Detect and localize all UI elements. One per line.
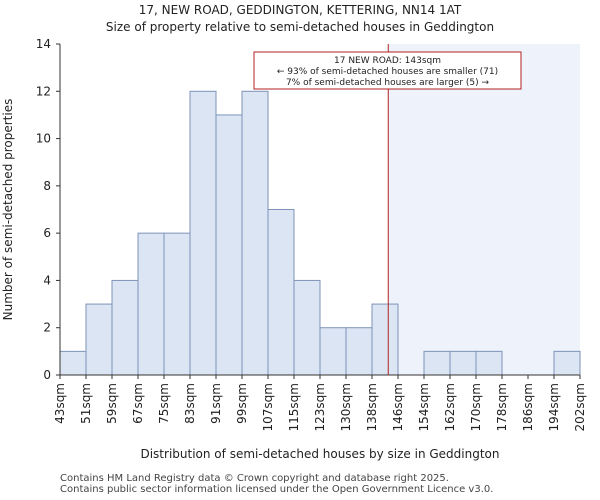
x-tick-label: 83sqm: [183, 383, 197, 424]
x-tick-label: 99sqm: [235, 383, 249, 424]
annotation-line3: 7% of semi-detached houses are larger (5…: [286, 78, 490, 88]
x-tick-label: 107sqm: [261, 383, 275, 431]
histogram-bar: [371, 303, 399, 376]
y-axis-label: Number of semi-detached properties: [1, 99, 15, 321]
x-tick-label: 202sqm: [573, 383, 587, 431]
footer-line2: Contains public sector information licen…: [60, 484, 494, 495]
histogram-bars: [59, 44, 581, 376]
y-tick-label: 2: [43, 321, 51, 335]
x-tick-label: 186sqm: [521, 383, 535, 431]
x-tick-label: 75sqm: [157, 383, 171, 424]
property-annotation: 17 NEW ROAD: 143sqm ← 93% of semi-detach…: [253, 51, 522, 90]
x-tick-label: 115sqm: [287, 383, 301, 431]
histogram-bar: [163, 232, 191, 376]
y-tick-label: 4: [43, 273, 51, 287]
histogram-bar: [267, 209, 295, 376]
histogram-bar: [85, 303, 113, 376]
histogram-bar: [189, 90, 217, 376]
y-tick-label: 14: [36, 37, 51, 51]
x-tick-label: 59sqm: [105, 383, 119, 424]
histogram-bar: [241, 90, 269, 376]
annotation-line1: 17 NEW ROAD: 143sqm: [334, 56, 441, 66]
x-tick-label: 130sqm: [339, 383, 353, 431]
annotation-line2: ← 93% of semi-detached houses are smalle…: [277, 67, 498, 77]
y-tick-label: 6: [43, 226, 51, 240]
x-tick-label: 178sqm: [495, 383, 509, 431]
y-tick-label: 12: [36, 84, 51, 98]
footer-line1: Contains HM Land Registry data © Crown c…: [60, 473, 449, 484]
histogram-bar: [137, 232, 165, 376]
histogram-bar: [449, 350, 477, 376]
x-tick-label: 170sqm: [469, 383, 483, 431]
histogram-bar: [319, 327, 347, 376]
x-tick-label: 162sqm: [443, 383, 457, 431]
histogram-bar: [59, 350, 87, 376]
annotation-box: [253, 51, 522, 90]
x-tick-label: 51sqm: [79, 383, 93, 424]
x-tick-label: 138sqm: [365, 383, 379, 431]
x-tick-label: 43sqm: [53, 383, 67, 424]
histogram-bar: [111, 279, 139, 376]
y-axis-ticks: 0 2 4 6 8 10 12 14: [36, 37, 60, 382]
histogram-bar: [475, 350, 503, 376]
x-tick-label: 146sqm: [391, 383, 405, 431]
x-tick-label: 91sqm: [209, 383, 223, 424]
x-axis-ticks: 43sqm 51sqm 59sqm 67sqm 75sqm 83sqm 91sqm 99sqm…: [53, 375, 587, 431]
x-tick-label: 194sqm: [547, 383, 561, 431]
histogram-bar: [293, 279, 321, 376]
larger-region-highlight: [388, 44, 580, 375]
x-tick-label: 67sqm: [131, 383, 145, 424]
histogram-bar: [345, 327, 373, 376]
y-tick-label: 10: [36, 132, 51, 146]
histogram-bar: [215, 114, 243, 376]
x-tick-label: 123sqm: [313, 383, 327, 431]
histogram-bar: [553, 350, 581, 376]
x-axis-label: Distribution of semi-detached houses by …: [140, 447, 499, 461]
y-tick-label: 8: [43, 179, 51, 193]
chart-title: 17, NEW ROAD, GEDDINGTON, KETTERING, NN1…: [106, 3, 494, 34]
chart-title-line2: Size of property relative to semi-detach…: [106, 20, 494, 34]
y-tick-label: 0: [43, 368, 51, 382]
x-tick-label: 154sqm: [417, 383, 431, 431]
histogram-bar: [423, 350, 451, 376]
chart-title-line1: 17, NEW ROAD, GEDDINGTON, KETTERING, NN1…: [139, 3, 462, 17]
